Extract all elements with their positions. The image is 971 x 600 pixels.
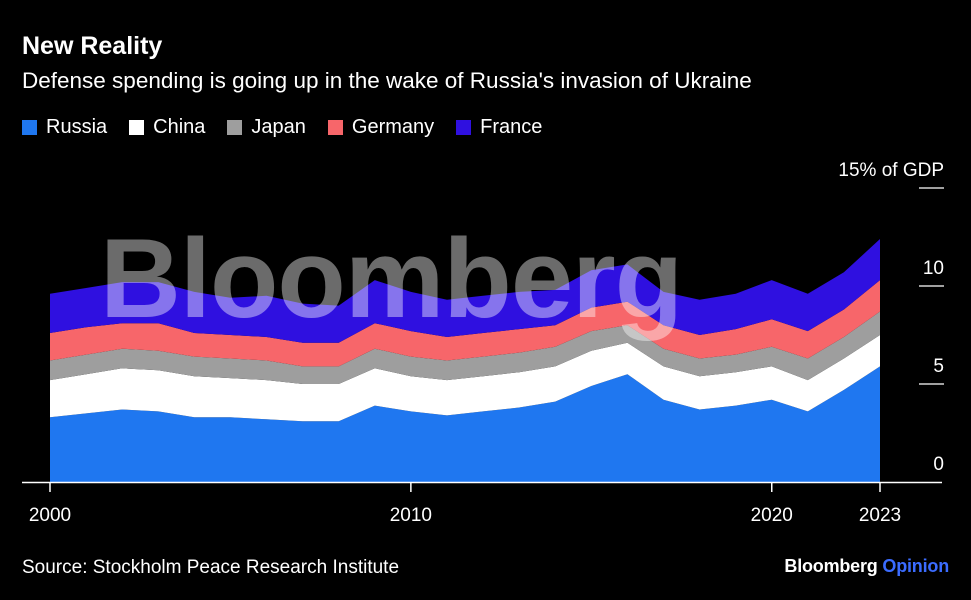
y-tick-label: 10 — [923, 258, 944, 279]
area-japan — [50, 311, 880, 384]
x-tick-label: 2023 — [859, 505, 901, 526]
legend-label: Germany — [351, 116, 435, 138]
x-tick-label: 2000 — [29, 505, 71, 526]
y-tick-label: 15% of GDP — [838, 160, 944, 181]
legend-swatch — [456, 120, 472, 135]
brand-name: Bloomberg — [784, 556, 878, 576]
legend-swatch — [129, 120, 145, 135]
legend-item-france: France — [456, 116, 542, 139]
brand-logo: Bloomberg Opinion — [784, 556, 949, 577]
legend-item-russia: Russia — [22, 116, 107, 139]
legend-item-china: China — [129, 116, 205, 139]
area-china — [50, 335, 880, 422]
brand-section: Opinion — [882, 556, 949, 576]
legend-item-japan: Japan — [227, 116, 306, 139]
source-note: Source: Stockholm Peace Research Institu… — [22, 557, 400, 578]
y-tick-label: 0 — [933, 454, 944, 475]
legend-item-germany: Germany — [327, 116, 435, 139]
area-germany — [50, 280, 880, 367]
legend: Russia China Japan Germany France — [22, 116, 542, 139]
area-france — [50, 239, 880, 343]
legend-swatch — [227, 120, 243, 135]
legend-swatch — [327, 120, 343, 135]
chart-title: New Reality — [22, 32, 163, 60]
legend-label: Japan — [251, 116, 306, 138]
legend-label: China — [153, 116, 206, 138]
y-tick-label: 5 — [933, 356, 944, 377]
legend-label: France — [480, 116, 543, 138]
x-tick-label: 2010 — [390, 505, 432, 526]
legend-swatch — [22, 120, 37, 135]
x-tick-label: 2020 — [751, 505, 793, 526]
chart-subtitle: Defense spending is going up in the wake… — [22, 68, 752, 93]
area-russia — [50, 366, 880, 482]
legend-label: Russia — [46, 116, 108, 138]
